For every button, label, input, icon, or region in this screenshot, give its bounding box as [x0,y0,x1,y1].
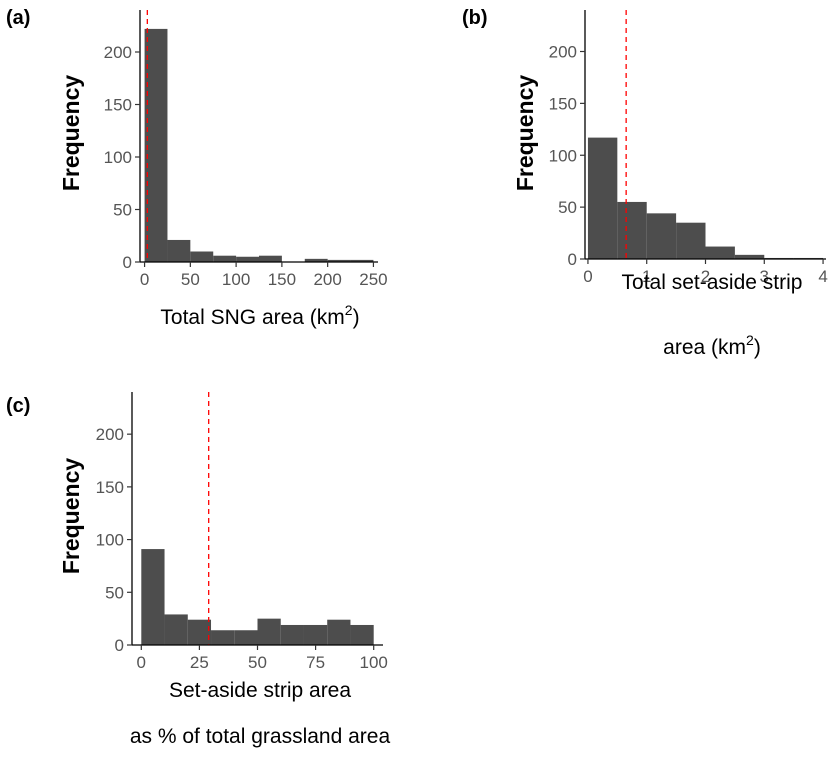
y-tick-label-c-100: 100 [96,531,124,550]
x-tick-label-c-75: 75 [306,653,325,672]
histogram-bar-c-0 [141,549,165,645]
x-tick-label-a-150: 150 [268,270,296,289]
y-tick-label-b-100: 100 [549,146,577,165]
histogram-bar-c-3 [211,630,235,645]
plot-area-b: 0 50 100 150 200 0 1 2 3 4 [549,10,828,286]
histogram-bar-c-9 [350,624,374,645]
x-axis-title-b-text: area (km [663,336,746,359]
histogram-bar-b-3 [676,222,706,259]
x-axis-title-a: Total SNG area (km2) [160,302,359,329]
y-axis-title-b: Frequency [512,75,538,192]
panel-label-b: (b) [462,7,488,29]
histogram-bar-c-2 [187,619,212,645]
x-axis-title-b-line1: Total set-aside strip [622,271,803,294]
histogram-bar-b-4 [705,246,735,259]
y-tick-label-b-0: 0 [568,250,577,269]
x-axis-title-a-sup: 2 [345,302,353,318]
y-axis-title-a: Frequency [58,75,84,192]
x-tick-label-b-1: 1 [642,267,651,286]
x-tick-label-c-25: 25 [190,653,209,672]
histogram-bar-a-5 [259,255,282,262]
histogram-bar-a-3 [213,255,237,262]
panel-b: (b) Frequency 0 50 100 150 200 0 1 2 3 4 Total se… [462,7,828,359]
histogram-bar-a-1 [167,239,191,262]
panel-label-a: (a) [6,7,30,29]
x-axis-title-b-line2: area (km2) [663,332,761,359]
panel-c: (c) Frequency 0 50 100 150 200 0 25 50 75 100 Set… [6,392,390,748]
y-axis-title-c: Frequency [58,458,84,575]
panel-a: (a) Frequency 0 50 100 150 200 0 50 100 150 200 25… [6,7,388,329]
y-tick-label-c-200: 200 [96,425,124,444]
histogram-bar-a-7 [304,258,328,262]
x-tick-label-c-50: 50 [248,653,267,672]
y-tick-label-a-100: 100 [104,148,132,167]
y-tick-label-b-50: 50 [558,198,577,217]
x-axis-title-c-line1: Set-aside strip area [169,679,351,702]
x-tick-label-b-2: 2 [701,267,710,286]
y-tick-label-a-50: 50 [113,201,132,220]
x-tick-label-c-100: 100 [360,653,388,672]
plot-area-c: 0 50 100 150 200 0 25 50 75 100 [96,392,388,672]
histogram-bar-b-2 [646,213,677,259]
x-tick-label-a-100: 100 [222,270,250,289]
y-tick-label-b-200: 200 [549,43,577,62]
histogram-bar-a-8 [327,259,351,262]
histogram-bar-c-8 [327,619,351,645]
x-tick-label-a-200: 200 [313,270,341,289]
y-tick-label-a-200: 200 [104,43,132,62]
histogram-bar-b-0 [587,137,618,259]
histogram-bar-c-1 [164,614,188,645]
y-tick-label-c-150: 150 [96,478,124,497]
x-axis-title-a-end: ) [353,306,360,329]
histogram-bar-c-5 [257,618,281,645]
panel-label-c: (c) [6,395,30,417]
x-axis-title-b-end: ) [754,336,761,359]
histogram-bar-c-7 [303,624,328,645]
y-tick-label-a-150: 150 [104,96,132,115]
x-axis-title-b-sup: 2 [746,332,754,348]
histogram-bar-a-2 [190,251,214,262]
y-tick-label-b-150: 150 [549,94,577,113]
x-tick-label-b-4: 4 [818,267,827,286]
x-tick-label-a-50: 50 [181,270,200,289]
plot-area-a: 0 50 100 150 200 0 50 100 150 200 250 [104,10,388,289]
y-tick-label-c-0: 0 [115,636,124,655]
histogram-bar-a-4 [236,256,259,262]
x-tick-label-b-0: 0 [583,267,592,286]
x-tick-label-a-0: 0 [140,270,149,289]
x-tick-label-c-0: 0 [137,653,146,672]
x-tick-label-b-3: 3 [760,267,769,286]
histogram-bar-b-1 [617,201,647,259]
x-tick-label-a-250: 250 [359,270,387,289]
histogram-bar-a-0 [144,28,168,263]
histogram-bar-a-9 [350,259,374,262]
histogram-bar-c-4 [234,630,258,645]
x-axis-title-c-line2: as % of total grassland area [130,725,391,748]
y-tick-label-c-50: 50 [105,583,124,602]
x-axis-title-a-text: Total SNG area (km [160,306,344,329]
y-tick-label-a-0: 0 [123,253,132,272]
histogram-bar-b-5 [734,254,765,259]
histogram-bar-c-6 [280,624,304,645]
